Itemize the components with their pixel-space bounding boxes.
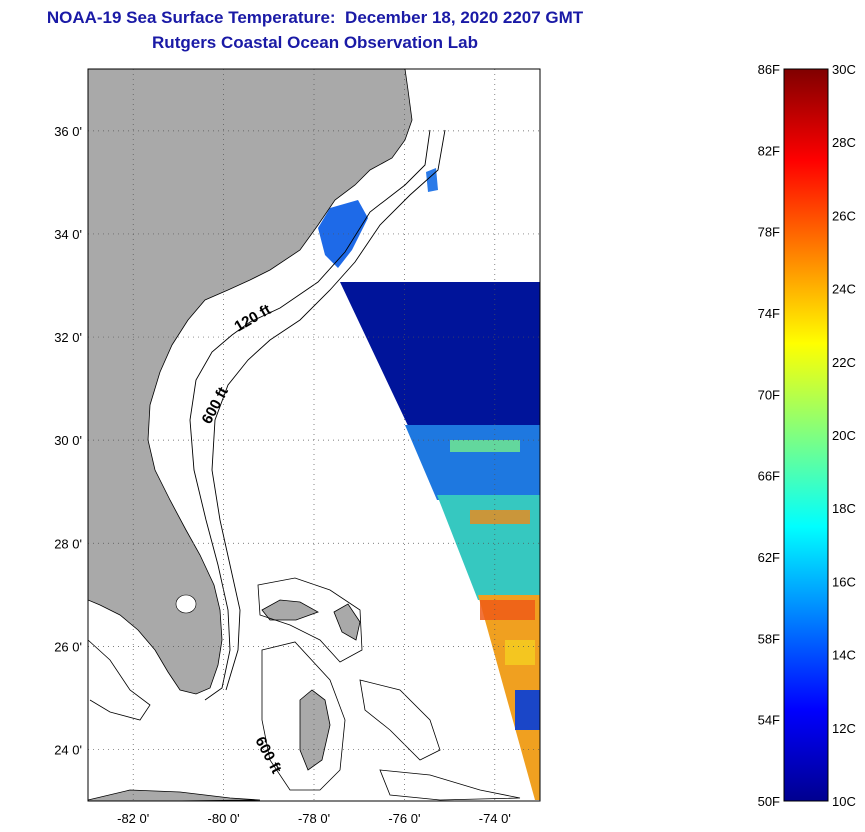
colorbar-celsius-label: 30C	[832, 62, 856, 77]
colorbar-fahrenheit-label: 66F	[758, 469, 780, 484]
sst-patch-warm-2	[480, 600, 535, 620]
lat-label: 30 0'	[54, 433, 82, 448]
land-andros	[299, 689, 331, 771]
lat-label: 28 0'	[54, 536, 82, 551]
sst-patch-cool-1	[450, 440, 520, 452]
colorbar-fahrenheit-label: 78F	[758, 225, 780, 240]
lake-okeechobee	[175, 594, 197, 614]
contour-120ft	[189, 129, 431, 701]
contour-bahamas-1	[257, 577, 363, 663]
longitude-labels: -82 0' -80 0' -78 0' -76 0' -74 0'	[117, 811, 511, 826]
colorbar-fahrenheit-label: 86F	[758, 62, 780, 77]
colorbar-celsius-label: 16C	[832, 574, 856, 589]
sst-nearshore-hatteras	[426, 168, 438, 192]
contour-bahamas-4	[379, 769, 521, 801]
lat-label: 34 0'	[54, 227, 82, 242]
land-grand-bahama	[261, 599, 319, 621]
lat-label: 26 0'	[54, 639, 82, 654]
colorbar-celsius-label: 12C	[832, 721, 856, 736]
lat-label: 36 0'	[54, 124, 82, 139]
land-abaco	[333, 603, 361, 641]
lat-label: 24 0'	[54, 742, 82, 757]
lon-label: -74 0'	[479, 811, 511, 826]
colorbar-celsius-label: 26C	[832, 208, 856, 223]
map-title: NOAA-19 Sea Surface Temperature: Decembe…	[46, 8, 584, 27]
colorbar-fahrenheit-label: 54F	[758, 713, 780, 728]
land-us-coast	[88, 69, 413, 695]
colorbar-gradient	[783, 68, 829, 802]
sst-swath-cold	[340, 282, 540, 430]
colorbar-fahrenheit-label: 62F	[758, 550, 780, 565]
lon-label: -80 0'	[208, 811, 240, 826]
contour-bahamas-2	[261, 641, 346, 791]
graticule	[88, 69, 540, 801]
colorbar-fahrenheit-label: 50F	[758, 794, 780, 809]
colorbar-celsius-label: 24C	[832, 282, 856, 297]
sst-patch-warm-3	[505, 640, 535, 665]
colorbar-fahrenheit-label: 70F	[758, 387, 780, 402]
colorbar-fahrenheit-label: 58F	[758, 631, 780, 646]
colorbar-celsius-label: 18C	[832, 501, 856, 516]
colorbar-celsius-label: 14C	[832, 648, 856, 663]
sst-patch-cool-2	[515, 690, 540, 730]
contour-600ft	[211, 129, 446, 691]
colorbar-fahrenheit-labels: 86F 82F 78F 74F 70F 66F 62F 58F 54F 50F	[758, 62, 780, 809]
lon-label: -78 0'	[298, 811, 330, 826]
colorbar-fahrenheit-label: 74F	[758, 306, 780, 321]
colorbar-fahrenheit-label: 82F	[758, 143, 780, 158]
colorbar-celsius-labels: 30C 28C 26C 24C 22C 20C 18C 16C 14C 12C 10C	[832, 62, 856, 809]
contour-bahamas-3	[359, 679, 441, 761]
colorbar-celsius-label: 22C	[832, 355, 856, 370]
map-subtitle: Rutgers Coastal Ocean Observation Lab	[152, 33, 478, 52]
colorbar-celsius-label: 10C	[832, 794, 856, 809]
lat-label: 32 0'	[54, 330, 82, 345]
map-border	[87, 68, 541, 802]
sst-patch-warm-1	[470, 510, 530, 524]
land-cuba-north	[88, 789, 261, 801]
latitude-labels: 36 0' 34 0' 32 0' 30 0' 28 0' 26 0' 24 0'	[54, 124, 82, 758]
sst-swath	[318, 168, 540, 800]
lon-label: -82 0'	[117, 811, 149, 826]
contour-bahamas-5	[88, 639, 151, 721]
colorbar-celsius-label: 20C	[832, 428, 856, 443]
colorbar-celsius-label: 28C	[832, 135, 856, 150]
lon-label: -76 0'	[388, 811, 420, 826]
